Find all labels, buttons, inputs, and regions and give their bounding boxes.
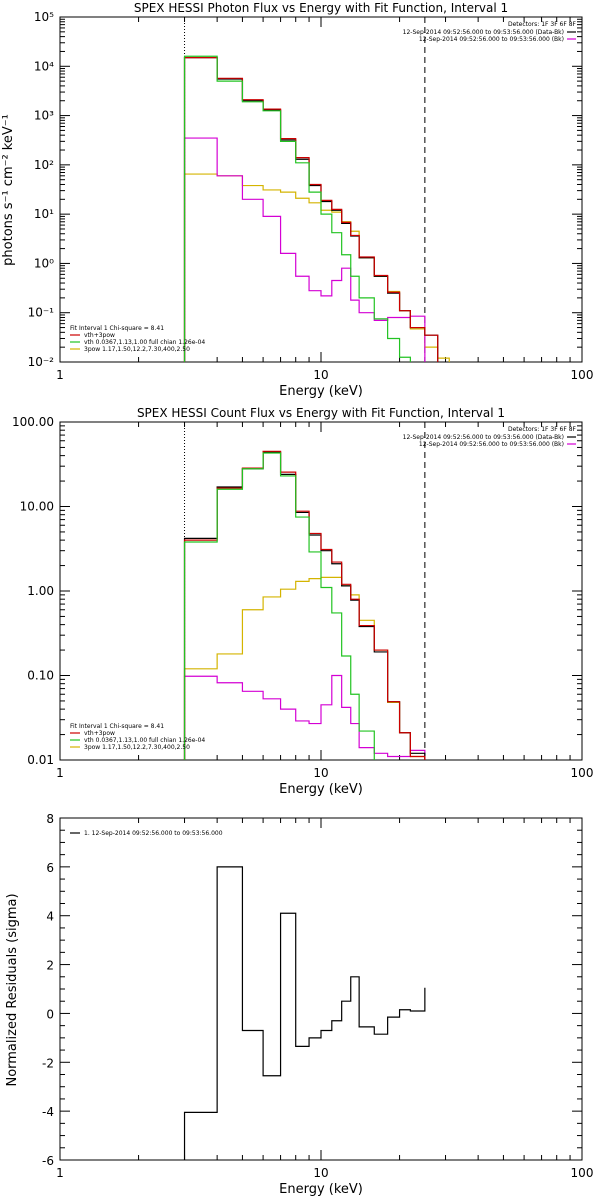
y-tick-label: 8 — [46, 812, 54, 826]
x-tick-label: 1 — [56, 368, 64, 382]
y-tick-label: 2 — [46, 959, 54, 973]
series-group — [183, 866, 426, 1160]
y-axis-label: photons s⁻¹ cm⁻² keV⁻¹ — [1, 114, 16, 266]
x-axis-label: Energy (keV) — [279, 782, 363, 797]
series-group — [183, 450, 426, 760]
legend-entry: 3pow 1.17,1.50,12.2,7.30,400,2.50 — [84, 744, 190, 751]
time-range-label: 12-Sep-2014 09:52:56.000 to 09:53:56.000… — [419, 36, 564, 43]
y-tick-label: 100.00 — [12, 415, 54, 429]
x-tick-label: 10 — [313, 1166, 328, 1180]
legend-entry: vth+3pow — [84, 332, 115, 339]
chart-panel-1: SPEX HESSI Photon Flux vs Energy with Fi… — [1, 1, 594, 399]
y-tick-label: 0 — [46, 1007, 54, 1021]
x-tick-label: 10 — [313, 368, 328, 382]
y-tick-label: -4 — [42, 1105, 54, 1119]
time-range-label: 12-Sep-2014 09:52:56.000 to 09:53:56.000… — [403, 29, 564, 36]
y-axis-label: Normalized Residuals (sigma) — [5, 893, 20, 1086]
series-bk-line — [183, 674, 426, 760]
x-tick-label: 1 — [56, 1166, 64, 1180]
time-range-label: 12-Sep-2014 09:52:56.000 to 09:53:56.000… — [419, 441, 564, 448]
series-vth-line — [183, 452, 375, 760]
legend-entry: vth 0.0367,1.13,1.00 full chian 1.26e-04 — [84, 737, 205, 744]
y-tick-label: -6 — [42, 1154, 54, 1168]
y-tick-label: 1.00 — [27, 584, 54, 598]
y-tick-label: 10⁰ — [34, 256, 54, 270]
y-tick-label: 10⁻¹ — [28, 306, 55, 320]
series-vth-3pow-line — [183, 450, 426, 760]
y-tick-label: 6 — [46, 861, 54, 875]
legend-entry: 3pow 1.17,1.50,12.2,7.30,400,2.50 — [84, 346, 190, 353]
x-axis-label: Energy (keV) — [279, 1182, 363, 1197]
series-vth-line — [183, 55, 411, 362]
series-vth-3pow-line — [183, 57, 439, 362]
series-bk-line — [183, 137, 426, 362]
legend-heading: Fit Interval 1 Chi-square = 8.41 — [70, 325, 164, 332]
x-tick-label: 100 — [571, 766, 594, 780]
legend-entry: vth 0.0367,1.13,1.00 full chian 1.26e-04 — [84, 339, 205, 346]
y-tick-label: 0.01 — [27, 753, 54, 767]
legend-entry: 1. 12-Sep-2014 09:52:56.000 to 09:53:56.… — [84, 830, 223, 837]
y-tick-label: 10³ — [34, 109, 54, 123]
series-data-line — [183, 451, 426, 760]
detectors-label: Detectors: 1F 3F 6F 8F — [508, 426, 577, 433]
plot-frame — [59, 817, 583, 1161]
y-tick-label: 10¹ — [34, 207, 54, 221]
detectors-label: Detectors: 1F 3F 6F 8F — [508, 21, 577, 28]
series-residuals-line — [183, 866, 426, 1160]
x-tick-label: 1 — [56, 766, 64, 780]
time-range-label: 12-Sep-2014 09:52:56.000 to 09:53:56.000… — [403, 434, 564, 441]
chart-title: SPEX HESSI Photon Flux vs Energy with Fi… — [134, 1, 508, 15]
chart-panel-2: SPEX HESSI Count Flux vs Energy with Fit… — [12, 406, 594, 797]
legend-entry: vth+3pow — [84, 730, 115, 737]
y-tick-label: 10⁵ — [34, 10, 54, 24]
y-tick-label: 4 — [46, 910, 54, 924]
y-tick-label: 10² — [34, 158, 54, 172]
x-tick-label: 100 — [571, 368, 594, 382]
series-group — [183, 55, 450, 362]
y-tick-label: -2 — [42, 1056, 54, 1070]
chart-panel-3: 1 10 100 Energy (keV) -6 -4 -2 0 2 4 6 8 Normalized … — [5, 812, 594, 1197]
y-tick-label: 10⁴ — [34, 59, 54, 73]
y-tick-label: 10⁻² — [28, 355, 55, 369]
y-tick-label: 10.00 — [20, 500, 54, 514]
chart-title: SPEX HESSI Count Flux vs Energy with Fit… — [137, 406, 505, 420]
x-tick-label: 100 — [571, 1166, 594, 1180]
legend-heading: Fit Interval 1 Chi-square = 8.41 — [70, 723, 164, 730]
x-tick-label: 10 — [313, 766, 328, 780]
series-3pow-line — [183, 576, 426, 760]
x-axis-label: Energy (keV) — [279, 384, 363, 399]
y-tick-label: 0.10 — [27, 669, 54, 683]
